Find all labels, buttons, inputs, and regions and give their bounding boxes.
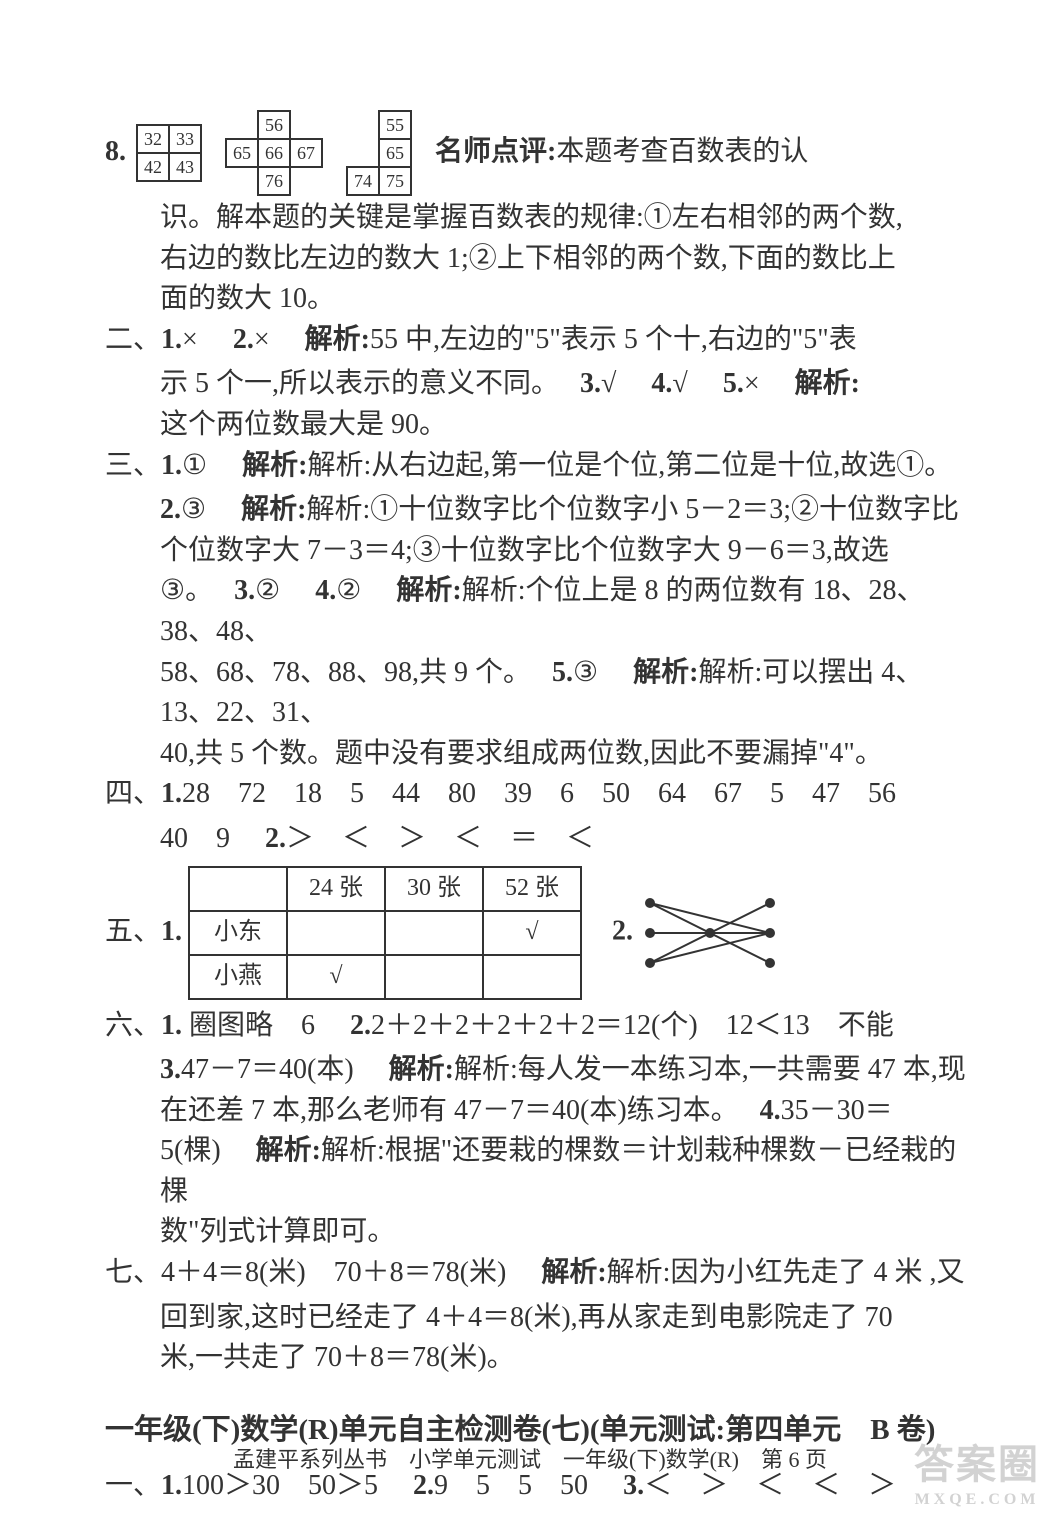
s6-3-label: 3.: [160, 1054, 181, 1085]
section-4: 四、 1.28 72 18 5 44 80 39 6 50 64 67 5 47…: [105, 774, 970, 815]
s2-label: 二、: [105, 320, 161, 361]
s2-3-label: 3.: [580, 368, 601, 399]
s3-1-ana: 解析:从右边起,第一位是个位,第二位是十位,故选①。: [307, 450, 952, 481]
s3-4-label: 4.: [315, 575, 336, 606]
s2-4-label: 4.: [651, 368, 672, 399]
s3-4-val: ②: [336, 575, 361, 606]
s6-4-ana-label: 解析:: [256, 1135, 321, 1166]
s5-2-label: 2.: [612, 915, 633, 946]
s6-1-label: 1.: [161, 1010, 182, 1041]
s6-4-ana2: 数"列式计算即可。: [105, 1212, 970, 1253]
watermark-main: 答案圈: [914, 1442, 1040, 1487]
s3-line: ③。 3.② 4.② 解析:解析:个位上是 8 的两位数有 18、28、38、4…: [105, 571, 970, 652]
grid-1: 32334243: [136, 124, 200, 180]
s7-ana1: 解析:因为小红先走了 4 米 ,又: [607, 1257, 965, 1288]
s2-5-label: 5.: [723, 368, 744, 399]
s3-2: 2.③ 解析:解析:①十位数字比个位数字小 5－2＝3;②十位数字比: [105, 490, 970, 531]
s6-2-label: 2.: [350, 1010, 371, 1041]
s6-4b: 5(棵) 解析:解析:根据"还要栽的棵数＝计划栽种棵数－已经栽的棵: [105, 1131, 970, 1212]
s7-label: 七、: [105, 1253, 161, 1294]
s3-2-ana1: 解析:①十位数字比个位数字小 5－2＝3;②十位数字比: [306, 494, 959, 525]
page: 8. 32334243 5665666776 55657475 名师点评:本题考…: [0, 0, 1060, 1536]
s5-table: 24 张30 张52 张小东√小燕√: [188, 866, 582, 1000]
s4-2-label: 2.: [265, 823, 286, 854]
s2-5-ana-label: 解析:: [795, 368, 860, 399]
section-6: 六、 1. 圈图略 6 2.2＋2＋2＋2＋2＋2＝12(个) 12＜13 不能: [105, 1006, 970, 1047]
s6-3b: 在还差 7 本,那么老师有 47－7＝40(本)练习本。 4.35－30＝: [105, 1091, 970, 1132]
s4-2-cmp: ＞ ＜ ＞ ＜ ＝ ＜: [286, 823, 594, 854]
section-3: 三、 1.① 解析:解析:从右边起,第一位是个位,第二位是十位,故选①。: [105, 446, 970, 487]
s3-1-val: ①: [182, 450, 207, 481]
s7-ana3: 米,一共走了 70＋8＝78(米)。: [105, 1338, 970, 1379]
s3-2-val: ③: [181, 494, 206, 525]
s6-2-text: 2＋2＋2＋2＋2＋2＝12(个) 12＜13 不能: [371, 1010, 894, 1041]
s3-5-val: ③: [573, 657, 598, 688]
s2-2-val: ×: [254, 324, 270, 355]
section-2: 二、 1.× 2.× 解析:55 中,左边的"5"表示 5 个十,右边的"5"表: [105, 320, 970, 361]
s4-label: 四、: [105, 774, 161, 815]
s6-label: 六、: [105, 1006, 161, 1047]
s4-1-label: 1.: [161, 778, 182, 809]
watermark: 答案圈 MXQE.COM: [914, 1436, 1040, 1511]
s6-3-text: 47－7＝40(本): [181, 1054, 354, 1085]
s6-4-text2: 5(棵): [160, 1135, 221, 1166]
page-footer: 孟建平系列丛书 小学单元测试 一年级(下)数学(R) 第 6 页: [0, 1444, 1060, 1476]
s5-label: 五、: [105, 912, 161, 953]
s7-ana2: 回到家,这时已经走了 4＋4＝8(米),再从家走到电影院走了 70: [105, 1298, 970, 1339]
s3-label: 三、: [105, 446, 161, 487]
s3-5-ana2: 40,共 5 个数。题中没有要求组成两位数,因此不要漏掉"4"。: [105, 734, 970, 775]
s2-1-val: ×: [182, 324, 198, 355]
q8-cont3: 面的数大 10。: [105, 279, 970, 320]
s6-4-text: 35－30＝: [781, 1095, 893, 1126]
grid-3: 55657475: [346, 110, 410, 194]
s6-3-ana2: 在还差 7 本,那么老师有 47－7＝40(本)练习本。: [160, 1095, 725, 1126]
s2-3-val: √: [601, 368, 616, 399]
s3-4-ana2: 58、68、78、88、98,共 9 个。: [160, 657, 517, 688]
s3-1-ana-label: 解析:: [242, 450, 307, 481]
s2-2-ana: 55 中,左边的"5"表示 5 个十,右边的"5"表: [370, 324, 857, 355]
s2-1-label: 1.: [161, 324, 182, 355]
q8-figures: 32334243 5665666776 55657475: [136, 110, 410, 194]
s5-1-label: 1.: [161, 912, 182, 953]
teacher-note-text: 本题考查百数表的认: [556, 136, 808, 167]
s6-1-text: 圈图略 6: [189, 1010, 315, 1041]
s2-2-ana-label: 解析:: [305, 324, 370, 355]
match-diagram: [640, 878, 785, 988]
q8-row: 8. 32334243 5665666776 55657475 名师点评:本题考…: [105, 110, 970, 194]
s2-2-ana2: 示 5 个一,所以表示的意义不同。: [160, 368, 545, 399]
s6-3-ana1: 解析:每人发一本练习本,一共需要 47 本,现: [454, 1054, 966, 1085]
s2-5-ana: 这个两位数最大是 90。: [105, 405, 970, 446]
s3-2-ana-label: 解析:: [241, 494, 306, 525]
s3-2-ana2: 个位数字大 7－3＝4;③十位数字比个位数字大 9－6＝3,故选: [105, 531, 970, 572]
s4-1-nums2: 40 9: [160, 823, 230, 854]
s3-5-ana-label: 解析:: [633, 657, 698, 688]
q8-cont1: 识。解本题的关键是掌握百数表的规律:①左右相邻的两个数,: [105, 198, 970, 239]
s2-4-val: √: [672, 368, 687, 399]
s3-5-label: 5.: [552, 657, 573, 688]
s2-2-label: 2.: [233, 324, 254, 355]
s6-4-label: 4.: [760, 1095, 781, 1126]
s4-1-nums: 28 72 18 5 44 80 39 6 50 64 67 5 47 56: [182, 778, 896, 809]
grid-2: 5665666776: [225, 110, 321, 194]
s3-3-label: 3.: [234, 575, 255, 606]
s6-3-ana-label: 解析:: [389, 1054, 454, 1085]
s2-line2: 示 5 个一,所以表示的意义不同。 3.√ 4.√ 5.× 解析:: [105, 364, 970, 405]
s3-4-5: 58、68、78、88、98,共 9 个。 5.③ 解析:解析:可以摆出 4、1…: [105, 653, 970, 734]
teacher-note-label: 名师点评:: [435, 136, 556, 167]
s3-4-ana-label: 解析:: [396, 575, 461, 606]
s2-5-val: ×: [744, 368, 760, 399]
s7-ana-label: 解析:: [541, 1257, 606, 1288]
s6-3: 3.47－7＝40(本) 解析:解析:每人发一本练习本,一共需要 47 本,现: [105, 1050, 970, 1091]
q8-label: 8.: [105, 132, 126, 173]
s3-2-label: 2.: [160, 494, 181, 525]
watermark-sub: MXQE.COM: [914, 1488, 1040, 1511]
s3-1-label: 1.: [161, 450, 182, 481]
s7-text: 4＋4＝8(米) 70＋8＝78(米): [161, 1257, 506, 1288]
q8-cont2: 右边的数比左边的数大 1;②上下相邻的两个数,下面的数比上: [105, 239, 970, 280]
s4-line2: 40 9 2.＞ ＜ ＞ ＜ ＝ ＜: [105, 819, 970, 860]
s3-2-ana3: ③。: [160, 575, 199, 606]
s3-3-val: ②: [255, 575, 280, 606]
section-7: 七、 4＋4＝8(米) 70＋8＝78(米) 解析:解析:因为小红先走了 4 米…: [105, 1253, 970, 1294]
section-5: 五、 1. 24 张30 张52 张小东√小燕√ 2.: [105, 866, 970, 1000]
